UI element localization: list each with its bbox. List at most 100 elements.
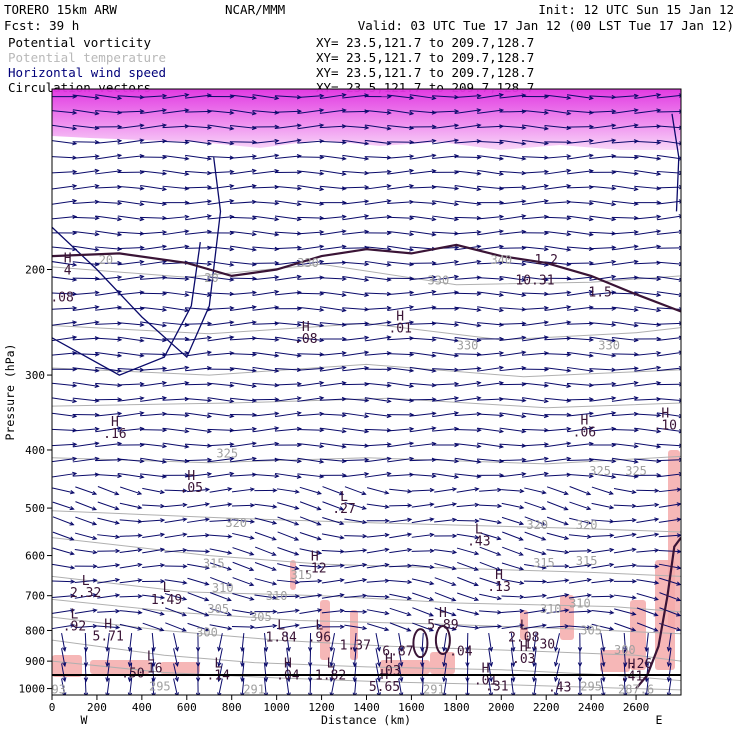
wind-vector-head bbox=[541, 521, 547, 526]
wind-vector bbox=[544, 397, 571, 402]
extremum-marker: L bbox=[340, 490, 348, 505]
wind-vector-head bbox=[94, 383, 100, 389]
wind-vector-head bbox=[554, 646, 559, 652]
wind-vector-head bbox=[407, 489, 413, 494]
wind-vector-head bbox=[339, 491, 345, 496]
wind-vector bbox=[297, 429, 324, 431]
wind-vector-head bbox=[554, 661, 559, 668]
wind-vector bbox=[229, 94, 256, 99]
init-time: Init: 12 UTC Sun 15 Jan 12 bbox=[538, 2, 734, 17]
wind-vector-head bbox=[587, 609, 593, 614]
wind-vector bbox=[74, 579, 97, 584]
wind-vector-head bbox=[229, 442, 235, 447]
wind-vector bbox=[454, 200, 481, 205]
wind-vector bbox=[151, 678, 155, 695]
wind-vector-head bbox=[541, 623, 547, 628]
wind-vector bbox=[544, 94, 571, 99]
wind-vector-head bbox=[564, 624, 570, 629]
wind-vector bbox=[229, 428, 256, 432]
wind-vector bbox=[319, 291, 346, 296]
wind-vector bbox=[667, 632, 672, 651]
extremum-marker: L bbox=[163, 581, 171, 596]
wind-vector-head bbox=[117, 246, 123, 252]
wind-vector-head bbox=[678, 141, 681, 146]
wind-vector-head bbox=[362, 562, 368, 568]
wind-vector bbox=[95, 110, 122, 114]
wind-vector-head bbox=[633, 186, 639, 192]
wind-vector bbox=[95, 246, 122, 250]
wind-vector bbox=[477, 442, 503, 448]
wind-vector-head bbox=[511, 662, 516, 668]
y-tick-label: 400 bbox=[25, 444, 45, 457]
wind-vector bbox=[566, 459, 593, 462]
wind-vector-head bbox=[476, 230, 482, 235]
wind-vector bbox=[409, 110, 436, 114]
wind-vector bbox=[322, 517, 344, 525]
wind-vector-head bbox=[543, 471, 549, 477]
wind-vector-head bbox=[319, 123, 325, 128]
wind-vector bbox=[613, 504, 636, 507]
wind-vector bbox=[353, 663, 357, 682]
wind-vector-head bbox=[206, 350, 213, 355]
wind-vector-head bbox=[217, 692, 222, 695]
wind-vector-head bbox=[162, 275, 168, 280]
wind-vector-head bbox=[364, 292, 370, 298]
wind-vector bbox=[546, 579, 569, 584]
wind-vector-head bbox=[271, 566, 277, 571]
wind-vector-head bbox=[429, 502, 435, 507]
extremum-value: .27 bbox=[332, 502, 355, 517]
wind-vector-head bbox=[564, 535, 570, 540]
wind-vector-head bbox=[117, 110, 123, 115]
wind-vector-head bbox=[274, 411, 280, 416]
wind-vector-head bbox=[204, 612, 210, 617]
wind-vector-head bbox=[409, 352, 415, 357]
wind-vector bbox=[299, 609, 322, 614]
wind-vector bbox=[623, 632, 626, 651]
wind-vector bbox=[636, 579, 659, 584]
wind-vector-head bbox=[127, 662, 133, 668]
wind-vector bbox=[634, 322, 661, 326]
wind-vector-head bbox=[229, 262, 235, 267]
wind-vector bbox=[522, 139, 548, 145]
wind-vector bbox=[207, 109, 234, 114]
wind-vector-head bbox=[204, 627, 210, 632]
wind-vector bbox=[591, 534, 614, 537]
wind-vector-head bbox=[182, 532, 188, 537]
x-tick-label: 2000 bbox=[488, 701, 515, 714]
wind-vector-head bbox=[499, 350, 505, 356]
wind-vector-head bbox=[92, 521, 98, 526]
wind-vector bbox=[342, 125, 369, 129]
wind-vector bbox=[52, 307, 77, 310]
wind-vector-head bbox=[286, 692, 291, 695]
wind-vector-head bbox=[137, 533, 143, 538]
wind-vector-head bbox=[94, 426, 100, 432]
wind-vector-head bbox=[454, 245, 460, 250]
wind-vector bbox=[117, 458, 144, 462]
wind-vector-head bbox=[611, 201, 617, 207]
wind-vector bbox=[479, 489, 502, 492]
wind-vector bbox=[387, 261, 414, 266]
wind-vector bbox=[210, 592, 231, 601]
wind-vector-head bbox=[117, 232, 123, 237]
wind-vector-head bbox=[296, 353, 302, 358]
wind-vector bbox=[611, 382, 638, 387]
wind-vector-head bbox=[274, 201, 280, 206]
wind-vector-head bbox=[139, 259, 145, 265]
wind-vector bbox=[274, 336, 301, 342]
wind-vector bbox=[364, 457, 391, 463]
wind-vector-head bbox=[521, 413, 527, 419]
wind-vector bbox=[117, 155, 144, 160]
wind-vector-head bbox=[319, 443, 325, 449]
wind-vector bbox=[185, 473, 211, 478]
wind-vector-head bbox=[160, 532, 166, 537]
wind-vector-head bbox=[207, 261, 213, 267]
wind-vector bbox=[479, 504, 502, 507]
wind-vector bbox=[566, 186, 593, 189]
wind-vector-head bbox=[364, 141, 370, 146]
wind-vector bbox=[411, 550, 434, 552]
wind-vector bbox=[432, 336, 459, 342]
wind-vector-head bbox=[653, 627, 659, 632]
theta-label: 315 bbox=[203, 556, 225, 570]
wind-vector-head bbox=[319, 396, 325, 401]
wind-vector bbox=[522, 260, 548, 266]
